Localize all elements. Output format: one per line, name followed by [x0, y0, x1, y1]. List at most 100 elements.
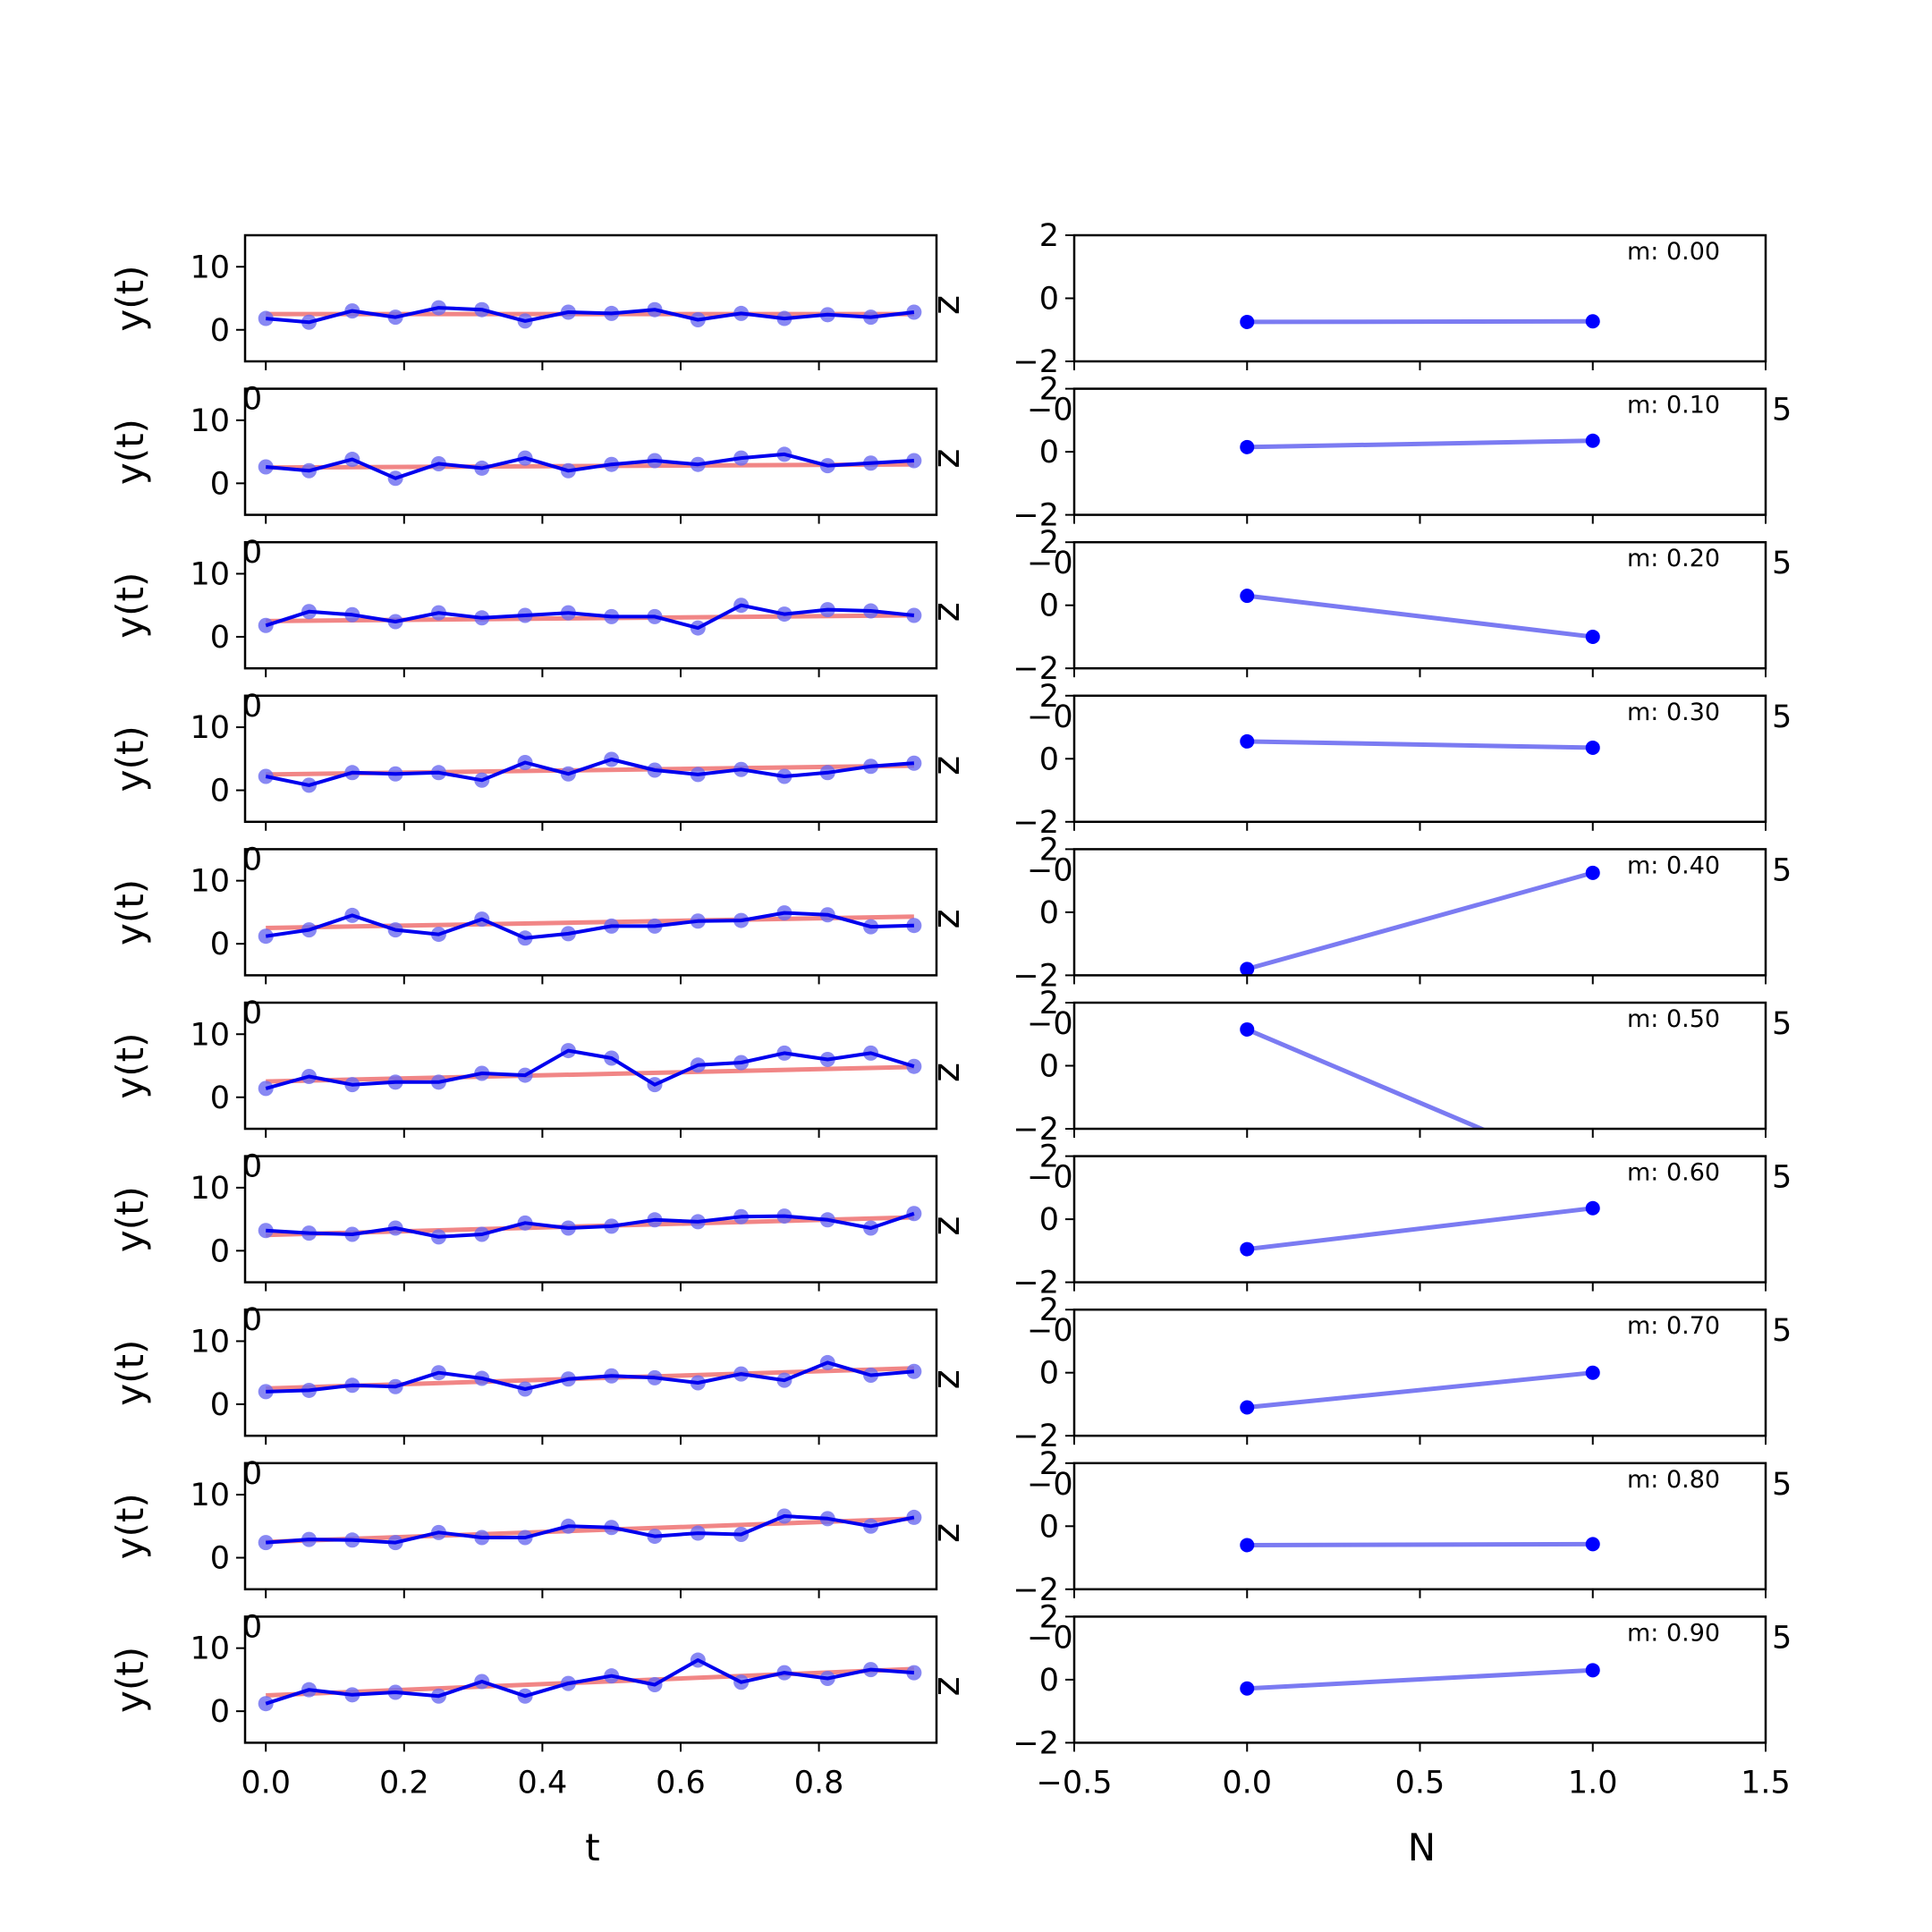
n-line [1246, 1206, 1594, 1252]
y-tick-label: 0 [210, 466, 230, 502]
y-axis-label: y(t) [108, 725, 152, 792]
overlap-glyph: 5 [1772, 852, 1792, 888]
y-tick-label: 2 [1039, 1599, 1059, 1635]
left-plot-5 [258, 1043, 922, 1097]
y-tick-label: 0 [1039, 1202, 1059, 1238]
left-axes-frame [243, 848, 938, 977]
slope-annotation: m: 0.20 [1627, 545, 1720, 572]
y-axis-label: y(t) [108, 572, 152, 639]
slope-annotation: m: 0.70 [1627, 1312, 1720, 1340]
n-point [1240, 962, 1255, 976]
y-tick-label: 0 [1039, 895, 1059, 931]
n-line [1247, 739, 1593, 750]
plot-data-layer [258, 300, 1600, 1712]
x-tick-label: 0.4 [518, 1765, 568, 1801]
x-tick-label: 0.8 [794, 1765, 844, 1801]
y-tick-label: 2 [1039, 1292, 1059, 1328]
n-point [1585, 314, 1600, 329]
n-point [1240, 314, 1255, 329]
n-line [1247, 1370, 1593, 1410]
x-tick-label: 1.0 [1568, 1765, 1618, 1801]
slope-annotation: m: 0.50 [1627, 1005, 1720, 1033]
left-plot-0 [258, 300, 922, 330]
y-tick-label: 0 [1039, 1356, 1059, 1392]
right-plot-7 [1240, 1365, 1600, 1415]
y-axis-label: y(t) [108, 879, 152, 945]
observed-line [266, 1211, 915, 1239]
y-tick-label: 0 [1039, 1049, 1059, 1085]
y-tick-label: −2 [1013, 1266, 1059, 1301]
y-tick-label: 2 [1039, 1446, 1059, 1482]
y-tick-label: 10 [190, 1171, 230, 1207]
overlap-glyph: z [924, 602, 968, 622]
fit-line [266, 1516, 914, 1545]
left-axes-frame [243, 1308, 938, 1437]
x-axis-label: N [1408, 1826, 1436, 1869]
y-tick-label: −2 [1013, 1112, 1059, 1148]
left-plot-3 [258, 751, 922, 793]
slope-annotation: m: 0.60 [1627, 1159, 1720, 1187]
y-tick-label: 0 [1039, 741, 1059, 777]
n-point [1240, 1681, 1255, 1696]
overlap-glyph: 5 [1772, 1313, 1792, 1349]
y-axis-label: y(t) [108, 1032, 152, 1098]
right-plot-5 [1240, 1021, 1600, 1183]
n-point [1240, 733, 1255, 749]
y-axis-label: y(t) [108, 265, 152, 331]
data-point [258, 1696, 274, 1712]
x-tick-label: 0.2 [379, 1765, 429, 1801]
y-tick-label: 0 [210, 313, 230, 349]
overlap-glyph: 5 [1772, 546, 1792, 581]
overlap-glyph: −0 [1027, 852, 1073, 888]
observed-line [265, 603, 915, 631]
x-tick-label: 0.6 [656, 1765, 706, 1801]
y-tick-label: −2 [1013, 805, 1059, 841]
overlap-glyph: z [924, 295, 968, 315]
y-axis-label: y(t) [108, 1647, 152, 1713]
left-plot-7 [258, 1354, 922, 1400]
overlap-glyph: −0 [1027, 393, 1073, 428]
left-axes-frame [243, 1462, 938, 1591]
y-tick-label: −2 [1013, 958, 1059, 994]
slope-annotation: m: 0.00 [1627, 238, 1720, 266]
n-line [1247, 1667, 1593, 1691]
n-point [1240, 589, 1255, 604]
overlap-glyph: −0 [1027, 1620, 1073, 1656]
overlap-glyph: 5 [1772, 699, 1792, 735]
data-point [258, 1384, 274, 1400]
y-tick-label: 10 [190, 250, 230, 285]
overlap-glyph: 0 [242, 689, 262, 724]
y-tick-label: 0 [210, 927, 230, 962]
left-axes-frame [243, 233, 938, 363]
left-axes-frame [243, 1615, 938, 1744]
observed-line [265, 1658, 915, 1706]
n-line [1246, 870, 1594, 971]
right-plot-9 [1240, 1663, 1600, 1696]
y-tick-label: 0 [210, 1694, 230, 1730]
left-axes-frame [243, 1155, 938, 1284]
y-tick-label: −2 [1013, 498, 1059, 534]
overlap-glyph: −0 [1027, 1313, 1073, 1349]
n-point [1586, 1169, 1600, 1183]
observed-line [266, 1514, 915, 1545]
slope-annotation: m: 0.30 [1627, 699, 1720, 726]
y-tick-label: −2 [1013, 344, 1059, 380]
y-tick-label: −2 [1013, 1725, 1059, 1761]
data-point [258, 459, 274, 475]
overlap-glyph: −0 [1027, 1160, 1073, 1196]
y-tick-label: −2 [1013, 1419, 1059, 1454]
y-tick-label: 0 [1039, 282, 1059, 318]
slope-annotation: m: 0.90 [1627, 1619, 1720, 1647]
overlap-glyph: 0 [242, 1456, 262, 1492]
right-plot-0 [1240, 314, 1600, 329]
y-tick-label: 2 [1039, 372, 1059, 408]
right-plot-2 [1240, 589, 1600, 644]
y-tick-label: 0 [210, 1541, 230, 1577]
axes-layer [236, 233, 1767, 1752]
data-point [258, 768, 274, 784]
n-point [1585, 1663, 1600, 1678]
n-line [1247, 438, 1593, 450]
overlap-glyph: 0 [242, 535, 262, 571]
right-plot-8 [1240, 1537, 1600, 1553]
y-tick-label: 10 [190, 1017, 230, 1053]
